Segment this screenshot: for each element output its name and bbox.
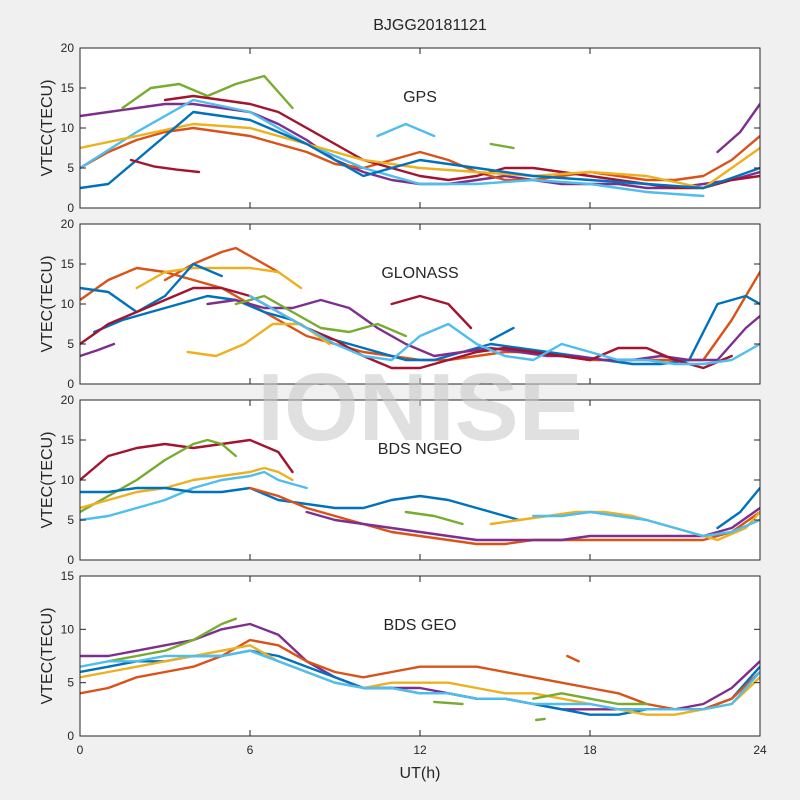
- panel-0: 0 5 10 15 20 VTEC(TECU) GPS: [39, 41, 761, 215]
- chart-title: BJGG20181121: [373, 17, 487, 34]
- y-tick-label: 10: [61, 622, 75, 636]
- series-line: [404, 510, 464, 526]
- series-line: [121, 74, 294, 110]
- y-tick-label: 15: [61, 81, 75, 95]
- series-line: [129, 158, 201, 174]
- y-tick-label: 10: [61, 297, 75, 311]
- panel-label: GPS: [403, 89, 437, 106]
- series-group: [80, 438, 760, 546]
- panel-1: 0 5 10 15 20 VTEC(TECU) GLONASS: [39, 217, 761, 391]
- y-tick-label: 5: [67, 161, 74, 175]
- panel-2: 0 5 10 15 20 VTEC(TECU) BDS NGEO: [39, 393, 761, 567]
- series-line: [163, 246, 280, 282]
- series-line: [80, 126, 760, 182]
- x-tick-label: 12: [413, 743, 427, 757]
- y-tick-label: 5: [67, 676, 74, 690]
- series-line: [80, 110, 760, 190]
- series-line: [248, 486, 760, 546]
- x-tick-label: 24: [753, 743, 767, 757]
- series-group: [80, 74, 760, 198]
- y-tick-label: 15: [61, 569, 75, 583]
- panel-label: BDS NGEO: [378, 441, 462, 458]
- x-axis-label: UT(h): [400, 765, 441, 782]
- y-tick-label: 5: [67, 513, 74, 527]
- watermark-text: IONISE: [257, 354, 582, 461]
- panel-3: 0 5 10 15 0 6 12 18 24 VTEC(TECU) BDS GEO: [39, 569, 767, 757]
- series-line: [135, 266, 303, 290]
- series-line: [716, 102, 760, 154]
- series-line: [532, 692, 648, 706]
- x-tick-label: 18: [583, 743, 597, 757]
- series-line: [80, 466, 294, 510]
- series-line: [80, 262, 223, 314]
- y-axis-label: VTEC(TECU): [39, 256, 56, 353]
- panel-label: GLONASS: [381, 265, 458, 282]
- y-tick-label: 0: [67, 729, 74, 743]
- series-line: [716, 486, 760, 530]
- x-tick-label: 6: [247, 743, 254, 757]
- series-line: [305, 506, 760, 542]
- y-tick-label: 20: [61, 41, 75, 55]
- y-tick-label: 15: [61, 257, 75, 271]
- series-line: [566, 654, 580, 663]
- series-line: [80, 286, 733, 370]
- series-line: [489, 326, 515, 342]
- series-group: [80, 617, 760, 722]
- series-line: [80, 438, 238, 514]
- series-line: [80, 470, 308, 522]
- y-tick-label: 10: [61, 121, 75, 135]
- y-tick-label: 0: [67, 201, 74, 215]
- y-tick-label: 20: [61, 393, 75, 407]
- series-line: [206, 298, 760, 362]
- y-tick-label: 0: [67, 377, 74, 391]
- panel-label: BDS GEO: [384, 617, 457, 634]
- y-tick-label: 20: [61, 217, 75, 231]
- series-line: [535, 717, 546, 722]
- series-line: [234, 294, 407, 338]
- panels: 0 5 10 15 20 VTEC(TECU) GPS 0 5 10 15 20 VTEC(TECU) G…: [39, 41, 767, 757]
- series-line: [532, 510, 760, 538]
- series-line: [248, 294, 760, 366]
- y-axis-label: VTEC(TECU): [39, 608, 56, 705]
- y-tick-label: 10: [61, 473, 75, 487]
- x-tick-label: 0: [77, 743, 84, 757]
- y-axis-label: VTEC(TECU): [39, 432, 56, 529]
- series-line: [489, 510, 760, 542]
- y-tick-label: 0: [67, 553, 74, 567]
- series-line: [80, 486, 521, 522]
- y-axis-label: VTEC(TECU): [39, 80, 56, 177]
- series-line: [489, 142, 515, 150]
- y-tick-label: 15: [61, 433, 75, 447]
- series-line: [80, 438, 294, 482]
- series-line: [376, 122, 436, 138]
- series-group: [80, 246, 760, 370]
- series-line: [80, 342, 116, 358]
- series-line: [80, 122, 760, 190]
- series-line: [433, 700, 464, 706]
- y-tick-label: 5: [67, 337, 74, 351]
- series-line: [92, 294, 760, 366]
- series-line: [390, 294, 473, 330]
- series-line: [107, 617, 238, 663]
- series-line: [80, 649, 760, 711]
- series-line: [80, 98, 705, 198]
